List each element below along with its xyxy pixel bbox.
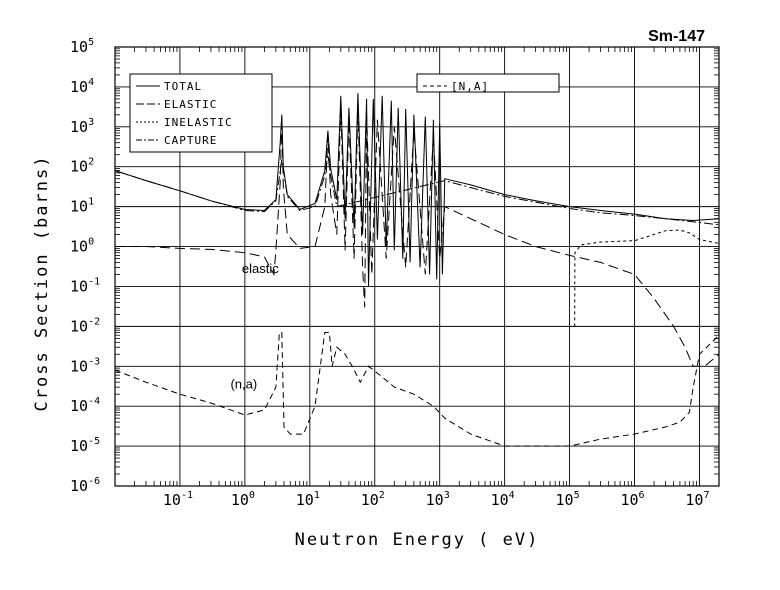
y-tick-labels: 10-6 10-5 10-4 10-3 10-2 10-1 100 101 102 103 104 1… [70, 37, 100, 495]
y-tick-label: 10-2 [70, 316, 100, 335]
annotations: elastic (n,a) [230, 261, 279, 392]
legend-label: ELASTIC [164, 98, 217, 111]
y-tick-label: 10-5 [70, 436, 100, 455]
plot-frame [114, 46, 720, 487]
x-tick-label: 101 [296, 490, 320, 509]
legend-label: TOTAL [164, 80, 202, 93]
x-axis-label: Neutron Energy ( eV) [295, 530, 540, 550]
y-tick-label: 10-1 [70, 276, 100, 295]
x-tick-label: 107 [685, 490, 709, 509]
legend-secondary-box [416, 73, 560, 93]
annotation-label: elastic [242, 261, 279, 276]
x-tick-labels: 10-1 100 101 102 103 104 105 106 107 [163, 490, 710, 509]
series-layer [114, 93, 720, 447]
x-tick-label: 10-1 [163, 490, 193, 509]
y-tick-label: 100 [70, 237, 94, 256]
x-tick-label: 106 [620, 490, 644, 509]
legend-secondary: [N,A] [416, 73, 560, 93]
x-tick-label: 104 [491, 490, 515, 509]
y-tick-label: 10-3 [70, 356, 100, 375]
y-tick-label: 103 [70, 117, 94, 136]
y-tick-label: 102 [70, 157, 94, 176]
x-tick-label: 100 [231, 490, 255, 509]
chart-title: Sm-147 [648, 28, 705, 45]
series-inelastic [574, 229, 720, 327]
x-tick-label: 103 [426, 490, 450, 509]
y-tick-label: 105 [70, 37, 94, 56]
x-tick-label: 102 [361, 490, 385, 509]
y-axis-label: Cross Section (barns) [32, 155, 52, 412]
legend-label: CAPTURE [164, 134, 217, 147]
y-tick-label: 101 [70, 197, 94, 216]
legend-label: INELASTIC [164, 116, 233, 129]
y-tick-label: 10-6 [70, 476, 100, 495]
y-tick-label: 10-4 [70, 396, 100, 415]
x-tick-label: 105 [556, 490, 580, 509]
legend-main-box [129, 73, 273, 153]
series-elastic [115, 107, 720, 367]
annotation-label: (n,a) [230, 376, 257, 391]
legend-main: TOTAL ELASTIC INELASTIC CAPTURE [129, 73, 273, 153]
y-tick-label: 104 [70, 77, 94, 96]
series-n-a [114, 332, 720, 447]
legend-label: [N,A] [451, 80, 489, 93]
